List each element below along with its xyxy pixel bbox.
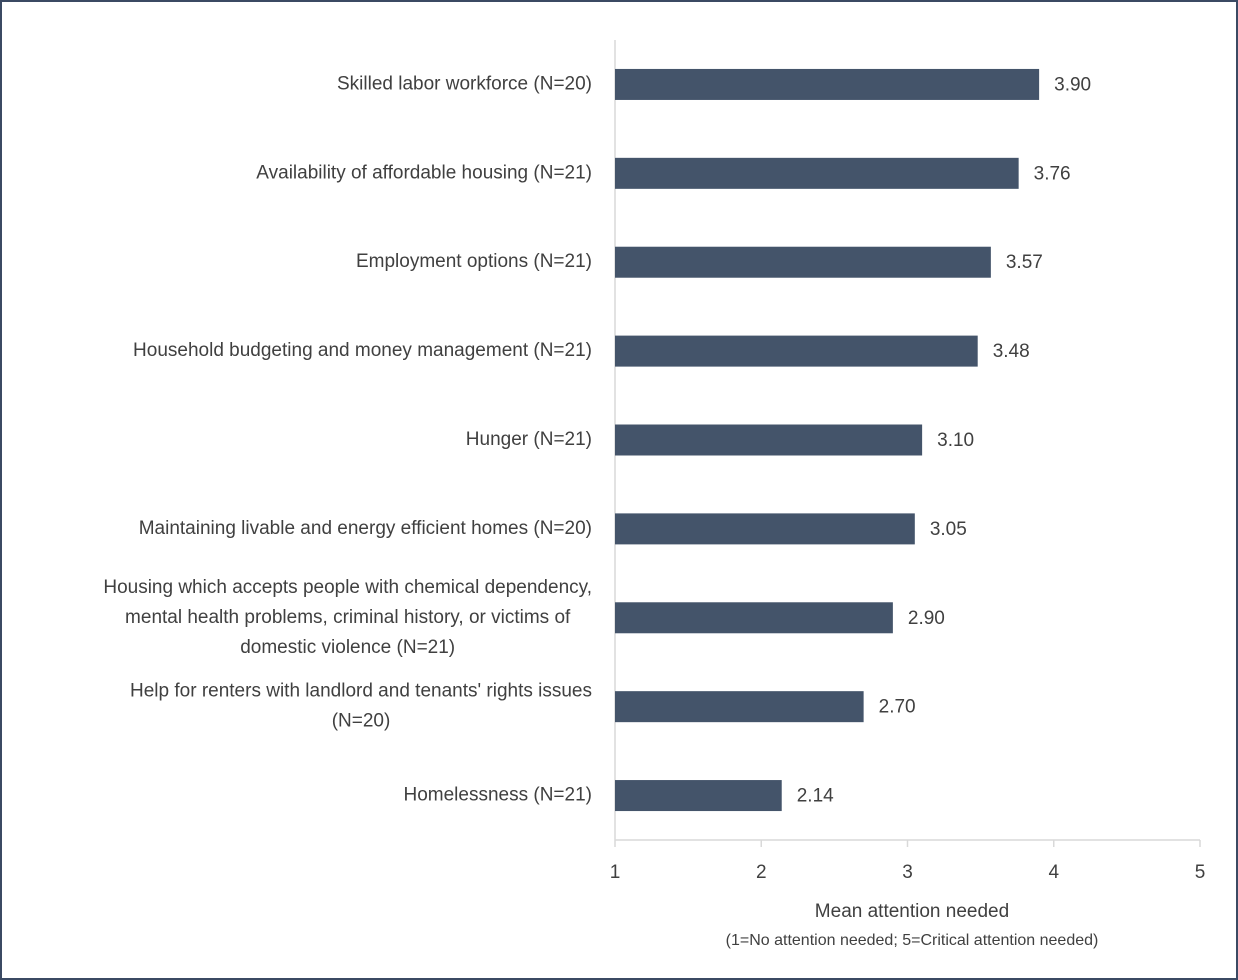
bar — [615, 424, 923, 456]
y-tick-label: Household budgeting and money management… — [133, 340, 592, 361]
value-label: 2.70 — [879, 697, 916, 718]
value-label: 2.14 — [797, 786, 834, 807]
x-tick-label: 1 — [610, 862, 621, 883]
y-tick-label: Skilled labor workforce (N=20) — [337, 73, 592, 94]
bar — [615, 513, 915, 545]
y-tick-label: Employment options (N=21) — [356, 251, 592, 272]
value-label: 3.90 — [1054, 74, 1091, 95]
x-axis-title: Mean attention needed — [815, 901, 1009, 922]
y-tick-label: Maintaining livable and energy efficient… — [139, 518, 592, 539]
y-tick-label: Homelessness (N=21) — [404, 785, 593, 806]
value-label: 2.90 — [908, 608, 945, 629]
bar — [615, 780, 782, 812]
bar — [615, 157, 1019, 189]
x-tick-label: 2 — [756, 862, 767, 883]
bar — [615, 335, 978, 367]
bar — [615, 246, 991, 278]
y-tick-label: Availability of affordable housing (N=21… — [256, 162, 592, 183]
bar — [615, 602, 893, 634]
value-label: 3.10 — [937, 430, 974, 451]
x-tick-label: 3 — [902, 862, 913, 883]
y-tick-label: Housing which accepts people with chemic… — [103, 577, 592, 658]
bar — [615, 691, 864, 723]
value-label: 3.76 — [1034, 163, 1071, 184]
x-tick-label: 5 — [1195, 862, 1206, 883]
x-axis-note: (1=No attention needed; 5=Critical atten… — [726, 932, 1099, 949]
y-tick-label: Help for renters with landlord and tenan… — [130, 681, 592, 732]
value-label: 3.05 — [930, 519, 967, 540]
bar — [615, 68, 1040, 100]
value-label: 3.48 — [993, 341, 1030, 362]
value-label: 3.57 — [1006, 252, 1043, 273]
x-tick-label: 4 — [1048, 862, 1059, 883]
y-tick-label: Hunger (N=21) — [466, 429, 592, 450]
